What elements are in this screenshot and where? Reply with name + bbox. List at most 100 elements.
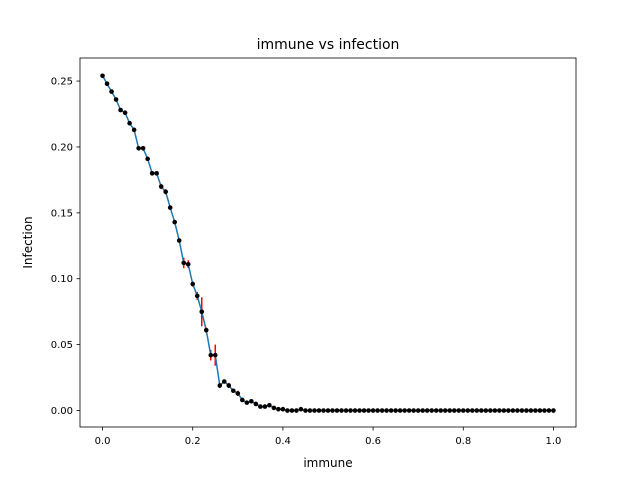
data-point	[194, 293, 200, 299]
data-point	[384, 408, 389, 413]
data-point	[397, 408, 403, 413]
data-point	[451, 408, 457, 413]
data-point	[154, 171, 159, 176]
data-point	[442, 408, 448, 413]
data-point	[303, 408, 308, 413]
data-point	[240, 397, 245, 403]
data-point	[357, 408, 362, 413]
data-point	[212, 352, 218, 358]
data-point	[321, 408, 326, 413]
data-point	[312, 408, 317, 413]
data-point	[433, 408, 439, 413]
data-point	[127, 120, 132, 126]
data-point	[118, 107, 123, 113]
y-tick-label: 0.00	[51, 406, 73, 417]
data-point	[176, 238, 182, 243]
data-point	[424, 408, 430, 413]
data-point	[131, 127, 137, 133]
data-point	[235, 391, 241, 396]
data-point	[388, 408, 394, 413]
data-point	[109, 89, 114, 94]
data-point	[415, 408, 421, 413]
data-point	[537, 408, 543, 413]
data-point	[370, 408, 376, 413]
data-point	[325, 408, 331, 413]
x-axis: 0.0 0.2 0.4 0.6 0.8 1.0	[95, 427, 562, 447]
data-point	[339, 408, 344, 413]
y-tick-label: 0.10	[51, 274, 73, 285]
data-point	[510, 408, 516, 413]
data-point	[402, 408, 407, 413]
data-point	[515, 408, 520, 413]
data-point	[271, 405, 277, 411]
x-tick-label: 0.4	[275, 436, 291, 447]
y-axis-label: Infection	[21, 216, 35, 268]
data-point	[244, 400, 250, 405]
data-point	[226, 383, 232, 388]
y-tick-label: 0.20	[51, 142, 73, 153]
data-point	[190, 281, 196, 287]
data-point	[185, 261, 191, 267]
x-tick-label: 0.8	[455, 436, 471, 447]
data-point	[488, 408, 493, 413]
x-tick-label: 0.2	[185, 436, 201, 447]
data-point	[253, 401, 259, 407]
data-point	[122, 110, 128, 115]
data-point	[506, 408, 511, 413]
data-point	[258, 404, 263, 409]
data-point	[276, 406, 281, 412]
data-point	[262, 404, 268, 409]
data-point	[406, 408, 412, 413]
data-point	[456, 408, 462, 413]
data-point	[469, 408, 475, 413]
data-point	[285, 408, 290, 413]
data-point	[104, 81, 110, 86]
data-point	[289, 408, 295, 413]
data-point	[551, 408, 556, 413]
data-point	[483, 408, 489, 413]
x-tick-label: 0.6	[365, 436, 381, 447]
data-point	[217, 383, 223, 388]
data-point	[438, 408, 444, 413]
data-point	[411, 408, 416, 413]
data-point	[203, 327, 209, 333]
data-point	[280, 406, 286, 412]
data-point	[330, 408, 335, 413]
data-point	[163, 189, 168, 195]
y-tick-label: 0.25	[51, 77, 73, 88]
data-point	[519, 408, 525, 413]
data-point	[221, 379, 227, 384]
chart-title: immune vs infection	[257, 37, 400, 53]
data-point	[294, 408, 299, 413]
data-point	[429, 408, 435, 413]
y-tick-label: 0.05	[51, 340, 73, 351]
data-point	[149, 171, 155, 176]
data-point	[533, 408, 538, 413]
data-point	[393, 408, 398, 413]
data-point	[113, 97, 119, 102]
data-point	[158, 184, 164, 189]
data-point	[231, 388, 236, 394]
data-point	[528, 408, 534, 413]
data-point	[479, 408, 484, 413]
data-point	[100, 73, 105, 79]
data-point	[249, 399, 254, 404]
x-axis-label: immune	[303, 456, 352, 470]
plot-area	[100, 73, 556, 413]
data-point	[465, 408, 471, 413]
data-point	[181, 260, 187, 266]
data-point	[375, 408, 380, 413]
x-tick-label: 1.0	[546, 436, 562, 447]
data-point	[447, 408, 453, 413]
data-point	[145, 156, 150, 162]
data-point	[379, 408, 385, 413]
data-point	[501, 408, 507, 413]
data-point	[208, 352, 214, 358]
data-point	[172, 219, 177, 225]
y-tick-label: 0.15	[51, 208, 73, 219]
data-point	[542, 408, 547, 413]
y-axis: 0.00 0.05 0.10 0.15 0.20 0.25	[51, 77, 80, 417]
data-point	[167, 205, 173, 210]
